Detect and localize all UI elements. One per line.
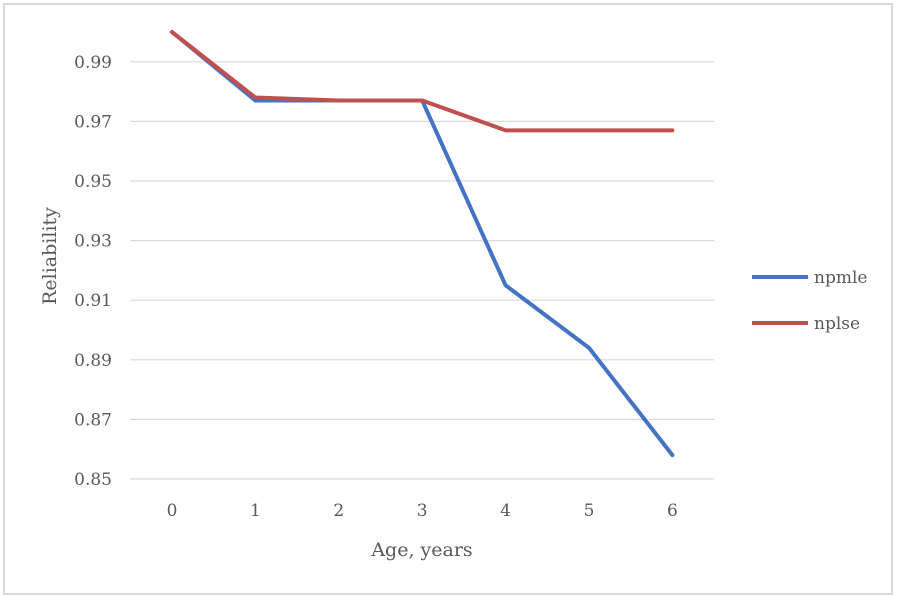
y-tick-label: 0.91 xyxy=(74,291,112,311)
y-tick-label: 0.89 xyxy=(74,351,112,371)
y-tick-label: 0.87 xyxy=(74,410,112,430)
x-tick-label: 1 xyxy=(250,501,261,521)
series-line-npmle xyxy=(170,30,675,458)
y-axis-title: Reliability xyxy=(39,207,61,305)
x-tick-label: 2 xyxy=(333,501,344,521)
x-tick-label: 3 xyxy=(417,501,428,521)
x-axis-ticks: 0 1 2 3 4 5 6 xyxy=(167,501,678,521)
legend: npmle nplse xyxy=(752,268,867,334)
x-axis-title: Age, years xyxy=(370,539,472,561)
x-tick-label: 6 xyxy=(667,501,678,521)
x-tick-label: 4 xyxy=(500,501,511,521)
series-line-nplse xyxy=(170,30,675,133)
chart-frame xyxy=(3,3,893,595)
y-tick-label: 0.97 xyxy=(74,112,112,132)
y-tick-label: 0.95 xyxy=(74,172,112,192)
y-tick-label: 0.93 xyxy=(74,232,112,252)
gridlines xyxy=(130,61,714,480)
legend-label-npmle: npmle xyxy=(814,268,867,288)
y-tick-label: 0.85 xyxy=(74,470,112,490)
y-tick-label: 0.99 xyxy=(74,53,112,73)
x-tick-label: 0 xyxy=(167,501,178,521)
legend-label-nplse: nplse xyxy=(814,314,860,334)
series-lines xyxy=(170,30,675,458)
y-axis-ticks: 0.85 0.87 0.89 0.91 0.93 0.95 0.97 0.99 xyxy=(74,53,112,490)
x-tick-label: 5 xyxy=(584,501,595,521)
